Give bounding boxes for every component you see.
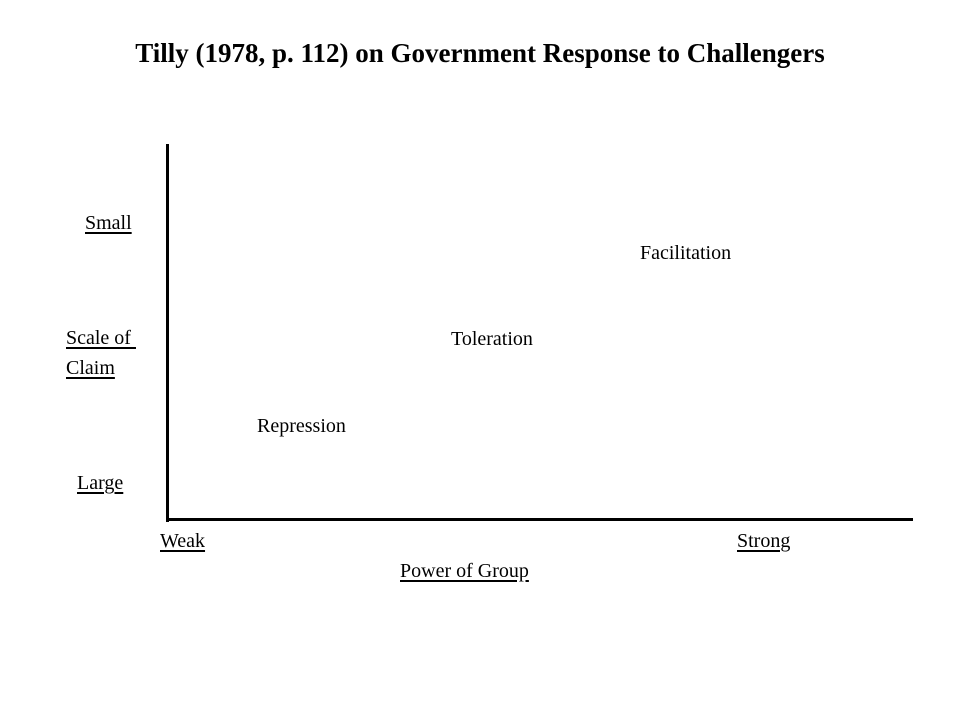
x-axis-right-label: Strong [737,530,791,552]
diagram-title: Tilly (1978, p. 112) on Government Respo… [135,38,825,68]
x-axis-left-label: Weak [160,530,206,552]
y-axis-line [166,144,169,522]
facilitation-label: Facilitation [640,242,732,264]
x-axis-line [166,518,913,521]
y-axis-label-line2: Claim [66,357,115,379]
y-axis-label-line1: Scale of [66,327,136,349]
y-axis-bottom-label: Large [77,472,124,494]
x-axis-label: Power of Group [400,560,529,582]
y-axis-top-label: Small [85,212,132,234]
toleration-label: Toleration [451,328,533,350]
repression-label: Repression [257,415,346,437]
